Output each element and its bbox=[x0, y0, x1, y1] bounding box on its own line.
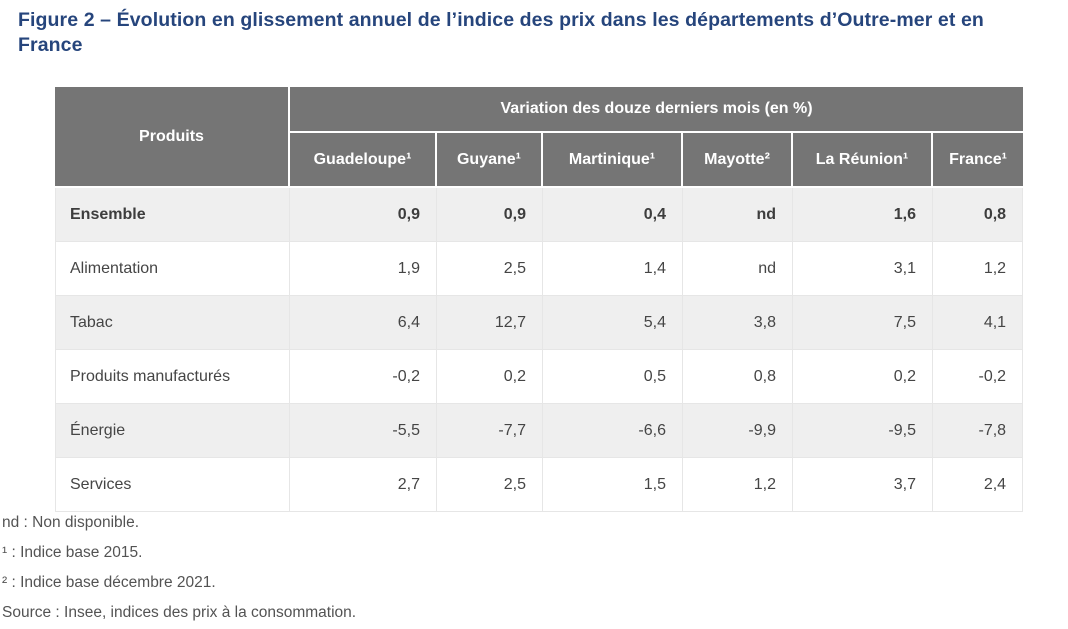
column-header-martinique: Martinique¹ bbox=[543, 133, 683, 188]
table-cell: -6,6 bbox=[543, 404, 683, 458]
table-cell: nd bbox=[683, 188, 793, 242]
table-cell: 7,5 bbox=[793, 296, 933, 350]
row-alimentation: Alimentation 1,9 2,5 1,4 nd 3,1 1,2 bbox=[55, 242, 1024, 296]
row-ensemble: Ensemble 0,9 0,9 0,4 nd 1,6 0,8 bbox=[55, 188, 1024, 242]
figure-title: Figure 2 – Évolution en glissement annue… bbox=[18, 9, 984, 57]
row-label: Alimentation bbox=[55, 242, 290, 296]
table-cell: 1,2 bbox=[683, 458, 793, 512]
row-energie: Énergie -5,5 -7,7 -6,6 -9,9 -9,5 -7,8 bbox=[55, 404, 1024, 458]
table-cell: 3,1 bbox=[793, 242, 933, 296]
row-label: Ensemble bbox=[55, 188, 290, 242]
column-header-guadeloupe: Guadeloupe¹ bbox=[290, 133, 437, 188]
row-tabac: Tabac 6,4 12,7 5,4 3,8 7,5 4,1 bbox=[55, 296, 1024, 350]
source-line: Source : Insee, indices des prix à la co… bbox=[2, 604, 357, 621]
column-header-guyane: Guyane¹ bbox=[437, 133, 543, 188]
footnote-base-2015: ¹ : Indice base 2015. bbox=[2, 544, 143, 561]
row-label: Tabac bbox=[55, 296, 290, 350]
table-cell: -9,5 bbox=[793, 404, 933, 458]
table-cell: -7,7 bbox=[437, 404, 543, 458]
table-cell: 0,2 bbox=[793, 350, 933, 404]
table-cell: -9,9 bbox=[683, 404, 793, 458]
table-cell: 1,2 bbox=[933, 242, 1024, 296]
table-cell: 12,7 bbox=[437, 296, 543, 350]
table-body: Ensemble 0,9 0,9 0,4 nd 1,6 0,8 Alimenta… bbox=[55, 188, 1024, 512]
table-cell: 3,8 bbox=[683, 296, 793, 350]
table-cell: 1,9 bbox=[290, 242, 437, 296]
table-cell: 2,4 bbox=[933, 458, 1024, 512]
footnote-nd: nd : Non disponible. bbox=[2, 514, 140, 531]
group-header-variation: Variation des douze derniers mois (en %) bbox=[290, 87, 1024, 133]
table-cell: nd bbox=[683, 242, 793, 296]
table-cell: 0,2 bbox=[437, 350, 543, 404]
table-cell: 5,4 bbox=[543, 296, 683, 350]
table-cell: 2,7 bbox=[290, 458, 437, 512]
table-cell: -0,2 bbox=[290, 350, 437, 404]
table-cell: 0,5 bbox=[543, 350, 683, 404]
column-header-la-reunion: La Réunion¹ bbox=[793, 133, 933, 188]
row-label: Énergie bbox=[55, 404, 290, 458]
column-header-mayotte: Mayotte² bbox=[683, 133, 793, 188]
table-cell: 2,5 bbox=[437, 242, 543, 296]
row-services: Services 2,7 2,5 1,5 1,2 3,7 2,4 bbox=[55, 458, 1024, 512]
table-cell: 1,6 bbox=[793, 188, 933, 242]
table-cell: 6,4 bbox=[290, 296, 437, 350]
table-cell: 0,8 bbox=[683, 350, 793, 404]
table-cell: 0,9 bbox=[290, 188, 437, 242]
column-header-france: France¹ bbox=[933, 133, 1024, 188]
footnote-base-decembre-2021: ² : Indice base décembre 2021. bbox=[2, 574, 216, 591]
table-cell: 0,9 bbox=[437, 188, 543, 242]
row-label: Produits manufacturés bbox=[55, 350, 290, 404]
table-cell: -7,8 bbox=[933, 404, 1024, 458]
table-cell: 1,4 bbox=[543, 242, 683, 296]
price-index-table: Produits Variation des douze derniers mo… bbox=[55, 87, 1024, 512]
table-cell: 3,7 bbox=[793, 458, 933, 512]
table-cell: 0,8 bbox=[933, 188, 1024, 242]
table-cell: 4,1 bbox=[933, 296, 1024, 350]
row-label: Services bbox=[55, 458, 290, 512]
products-column-header: Produits bbox=[55, 87, 290, 188]
table-cell: -0,2 bbox=[933, 350, 1024, 404]
table-header: Produits Variation des douze derniers mo… bbox=[55, 87, 1024, 188]
table-cell: 1,5 bbox=[543, 458, 683, 512]
table-cell: 2,5 bbox=[437, 458, 543, 512]
table-cell: -5,5 bbox=[290, 404, 437, 458]
row-produits-manufactures: Produits manufacturés -0,2 0,2 0,5 0,8 0… bbox=[55, 350, 1024, 404]
table-cell: 0,4 bbox=[543, 188, 683, 242]
footnotes-block: nd : Non disponible. ¹ : Indice base 201… bbox=[2, 508, 356, 628]
